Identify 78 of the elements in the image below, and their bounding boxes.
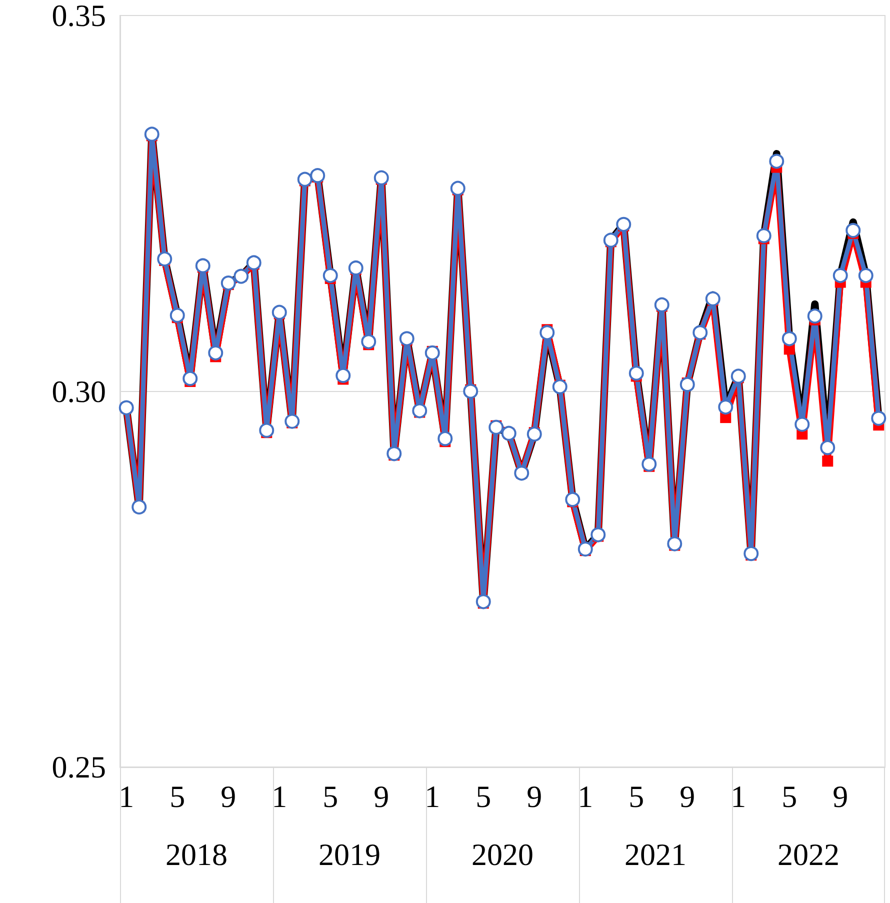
x-tick-label: 5 xyxy=(476,779,492,814)
point xyxy=(374,170,389,186)
x-tick-label: 1 xyxy=(424,779,440,814)
x-tick-label: 1 xyxy=(272,779,288,814)
text: 2020 xyxy=(472,837,534,872)
point xyxy=(756,228,772,244)
point xyxy=(438,431,453,446)
point xyxy=(348,260,364,276)
point xyxy=(246,255,262,270)
point xyxy=(782,331,797,346)
x-tick-label: 1 xyxy=(118,779,134,814)
point xyxy=(820,440,836,456)
point xyxy=(540,325,555,340)
point xyxy=(208,345,224,360)
point xyxy=(412,403,428,418)
point xyxy=(195,258,210,274)
y-tick-label: 0.35 xyxy=(52,0,106,33)
x-tick-label: 9 xyxy=(374,779,390,814)
point xyxy=(654,297,670,312)
point xyxy=(578,542,593,557)
x-tick-label: 9 xyxy=(526,779,542,814)
x-tick-label: 9 xyxy=(680,779,696,814)
point xyxy=(272,304,287,320)
point xyxy=(386,446,402,462)
point xyxy=(488,420,504,435)
point xyxy=(399,331,414,346)
point xyxy=(182,370,198,386)
point xyxy=(744,546,759,562)
point xyxy=(322,268,338,284)
x-tick-label: 9 xyxy=(832,779,848,814)
x-tick-label: 1 xyxy=(730,779,746,814)
point xyxy=(170,308,185,323)
y-tick-label: 0.25 xyxy=(52,750,106,784)
point xyxy=(603,232,618,248)
point xyxy=(680,376,695,392)
point xyxy=(832,268,848,284)
text: 2021 xyxy=(624,837,686,872)
point xyxy=(628,366,644,381)
x-tick-label: 5 xyxy=(170,779,186,814)
text: 2018 xyxy=(166,837,228,872)
point xyxy=(822,456,834,467)
point xyxy=(220,276,236,291)
point xyxy=(807,308,822,324)
text: 2022 xyxy=(778,837,840,872)
point xyxy=(565,492,580,507)
point xyxy=(616,216,632,232)
point xyxy=(871,410,886,426)
point xyxy=(336,368,351,383)
point xyxy=(144,126,160,142)
point xyxy=(463,384,478,399)
point xyxy=(526,426,542,442)
point xyxy=(424,345,440,360)
point xyxy=(476,594,491,610)
point xyxy=(718,400,734,415)
point xyxy=(297,172,312,187)
x-tick-label: 5 xyxy=(628,779,644,814)
point xyxy=(730,368,746,384)
point xyxy=(157,251,172,266)
point xyxy=(846,222,861,238)
point xyxy=(858,268,874,284)
x-tick-label: 5 xyxy=(322,779,338,814)
point xyxy=(259,422,274,438)
point xyxy=(794,416,810,432)
y-tick-label: 0.30 xyxy=(52,374,106,409)
point xyxy=(667,536,682,552)
point xyxy=(769,154,784,169)
point xyxy=(590,527,606,542)
text: 2019 xyxy=(318,837,380,872)
point xyxy=(692,325,708,340)
point xyxy=(310,168,326,184)
x-tick-label: 9 xyxy=(220,779,236,814)
point xyxy=(450,180,466,196)
point xyxy=(361,334,376,350)
point xyxy=(705,291,720,306)
point xyxy=(284,414,300,429)
x-tick-label: 1 xyxy=(578,779,594,814)
point xyxy=(552,379,568,394)
x-tick-label: 5 xyxy=(782,779,798,814)
